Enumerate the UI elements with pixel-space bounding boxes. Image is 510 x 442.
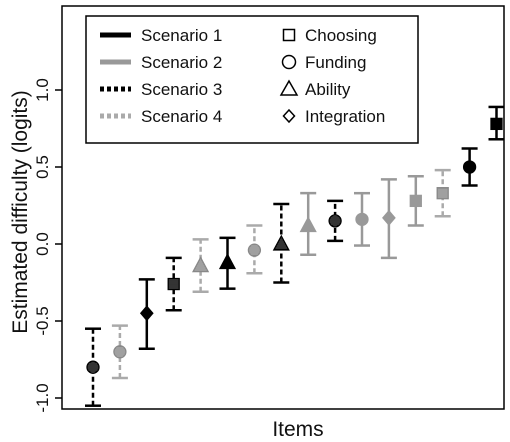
legend-box	[85, 15, 419, 144]
legend-scenario-label: Scenario 4	[141, 107, 222, 126]
item-marker	[490, 117, 503, 131]
triangle-icon	[279, 79, 299, 96]
legend-scenario-label: Scenario 3	[141, 80, 222, 99]
legend-type-label: Integration	[305, 107, 385, 126]
item-16	[488, 105, 505, 141]
y-tick-label: 0.5	[33, 155, 52, 179]
item-1	[85, 327, 101, 407]
item-marker	[192, 256, 210, 273]
item-marker	[139, 305, 154, 322]
item-3	[138, 278, 155, 350]
legend-type-label: Ability	[305, 80, 351, 99]
item-8	[272, 202, 290, 284]
item-marker	[218, 253, 237, 270]
y-tick-label: -1.0	[33, 383, 52, 412]
item-5	[192, 238, 210, 293]
item-11	[354, 191, 370, 247]
legend-scenario-label: Scenario 1	[141, 26, 222, 45]
item-15	[461, 147, 478, 187]
circle-icon	[281, 54, 297, 70]
y-tick-label: 1.0	[33, 78, 52, 102]
legend: Scenario 1 Scenario 2 Scenario 3 Scenario 4…	[85, 15, 419, 144]
legend-entries: Scenario 1 Scenario 2 Scenario 3 Scenario 4…	[100, 26, 385, 126]
items-layer	[85, 105, 505, 407]
x-axis-title: Items	[272, 418, 323, 441]
item-13	[407, 174, 424, 227]
item-marker	[299, 216, 317, 233]
item-4	[165, 256, 182, 312]
y-tick-label: 0.0	[33, 232, 52, 256]
item-marker	[355, 212, 369, 227]
diamond-icon	[282, 108, 296, 124]
item-marker	[167, 277, 180, 291]
legend-type-label: Choosing	[305, 26, 377, 45]
item-14	[434, 168, 451, 218]
legend-type-label: Funding	[305, 53, 366, 72]
item-9	[299, 191, 317, 257]
square-icon	[282, 28, 296, 42]
item-marker	[436, 187, 449, 200]
item-2	[111, 324, 128, 380]
plot-frame	[61, 5, 505, 410]
item-marker	[409, 194, 422, 208]
y-axis: -1.0 -0.5 0.0 0.5 1.0	[33, 78, 62, 413]
y-tick-label: -0.5	[33, 306, 52, 335]
legend-scenario-label: Scenario 2	[141, 53, 222, 72]
item-marker	[328, 214, 342, 228]
item-marker	[247, 243, 262, 257]
y-axis-title: Estimated difficulty (logits)	[9, 90, 32, 334]
item-6	[218, 236, 237, 290]
item-10	[327, 199, 344, 243]
item-7	[246, 224, 263, 275]
item-marker	[86, 360, 100, 374]
item-12	[380, 178, 397, 260]
item-marker	[462, 160, 477, 174]
item-marker	[382, 209, 396, 226]
item-marker	[113, 345, 127, 359]
item-marker	[272, 234, 290, 251]
